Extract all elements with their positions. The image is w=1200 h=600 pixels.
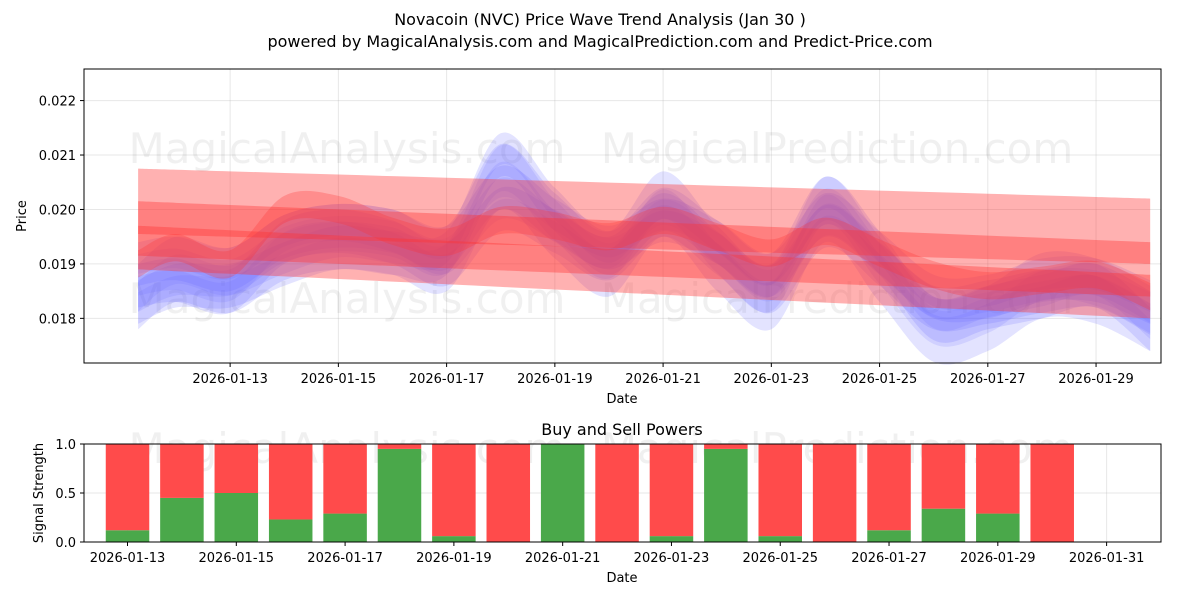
sell-bar (1030, 444, 1074, 542)
x-tick-label: 2026-01-23 (634, 551, 710, 566)
price-chart-panel: MagicalAnalysis.com MagicalPrediction.co… (15, 68, 1162, 407)
signal-chart-panel: Buy and Sell Powers MagicalAnalysis.com … (32, 420, 1162, 586)
x-tick-label: 2026-01-21 (625, 372, 701, 387)
price-grid (84, 69, 1161, 363)
watermark: MagicalPrediction.com (601, 124, 1074, 173)
sell-bar (649, 444, 694, 537)
blue-wave-bands (138, 132, 1151, 365)
blue-band-core-2 (138, 198, 1151, 323)
sell-bar (758, 444, 802, 537)
red-trend-bands (138, 168, 1151, 319)
buy-bar (432, 536, 476, 542)
y-tick-label: 0.021 (39, 149, 76, 164)
sell-bar (486, 444, 531, 542)
y-tick-label: 0.020 (39, 203, 76, 218)
x-tick-label: 2026-01-29 (1058, 372, 1134, 387)
blue-band-core-3 (138, 161, 1151, 347)
x-tick-label: 2026-01-19 (416, 551, 492, 566)
buy-bar (268, 519, 313, 542)
price-watermarks: MagicalAnalysis.com MagicalPrediction.co… (129, 124, 1074, 323)
sell-bar (377, 444, 422, 449)
sell-bar (812, 444, 857, 542)
red-band-3 (138, 225, 1151, 319)
sell-bar (432, 444, 476, 537)
red-band-2 (138, 201, 1151, 297)
buy-bar (105, 530, 150, 542)
x-tick-label: 2026-01-29 (960, 551, 1036, 566)
y-tick-label: 0.5 (55, 487, 76, 502)
sell-bar (921, 444, 966, 509)
buy-bar (867, 530, 911, 542)
x-tick-label: 2026-01-23 (734, 372, 810, 387)
sell-bar (214, 444, 259, 493)
blue-band-2 (138, 186, 1151, 335)
sell-bar (323, 444, 367, 514)
y-tick-label: 0.019 (39, 258, 76, 273)
sell-bar (704, 444, 748, 449)
x-tick-label: 2026-01-13 (90, 551, 166, 566)
blue-band-core-1 (138, 144, 1151, 340)
buy-bar (323, 513, 367, 542)
chart-title-line2: powered by MagicalAnalysis.com and Magic… (267, 32, 932, 51)
y-tick-label: 1.0 (55, 438, 76, 453)
x-tick-label: 2026-01-25 (842, 372, 918, 387)
buy-bar (540, 444, 585, 542)
signal-chart-title: Buy and Sell Powers (541, 420, 703, 439)
sell-bar (976, 444, 1020, 514)
price-x-axis-label: Date (606, 392, 637, 407)
x-tick-label: 2026-01-17 (409, 372, 485, 387)
price-y-ticks: 0.018 0.019 0.020 0.021 0.022 (39, 95, 84, 327)
sell-bar (595, 444, 639, 542)
x-tick-label: 2026-01-15 (301, 372, 377, 387)
blue-band-1 (138, 132, 1151, 352)
x-tick-label: 2026-01-15 (199, 551, 275, 566)
y-tick-label: 0.018 (39, 312, 76, 327)
chart-title-line1: Novacoin (NVC) Price Wave Trend Analysis… (394, 10, 806, 29)
x-tick-label: 2026-01-13 (192, 372, 268, 387)
red-band-1 (138, 168, 1151, 264)
price-x-ticks: 2026-01-13 2026-01-15 2026-01-17 2026-01-19… (192, 363, 1134, 387)
price-plot-frame (83, 68, 1162, 364)
buy-bar (649, 536, 694, 542)
x-tick-label: 2026-01-27 (950, 372, 1026, 387)
signal-x-ticks: 2026-01-13 2026-01-15 2026-01-17 2026-01-19… (90, 542, 1145, 566)
watermark: MagicalAnalysis.com (129, 124, 566, 173)
buy-bar (921, 508, 966, 542)
signal-x-axis-label: Date (606, 571, 637, 586)
sell-bar (105, 444, 150, 531)
x-tick-label: 2026-01-19 (517, 372, 593, 387)
sell-bar (160, 444, 204, 498)
buy-bar (160, 497, 204, 542)
blue-band-3 (138, 143, 1151, 365)
sell-bar (867, 444, 911, 531)
buy-bar (704, 448, 748, 542)
buy-bar (758, 536, 802, 542)
watermark: MagicalPrediction.com (601, 274, 1074, 323)
signal-bars (105, 444, 1074, 542)
buy-bar (976, 513, 1020, 542)
sell-bar (268, 444, 313, 520)
x-tick-label: 2026-01-21 (525, 551, 601, 566)
blue-band-4 (138, 165, 1151, 324)
red-band-4 (138, 190, 1151, 311)
price-y-axis-label: Price (15, 200, 30, 232)
x-tick-label: 2026-01-31 (1069, 551, 1145, 566)
y-tick-label: 0.0 (55, 536, 76, 551)
buy-bar (377, 448, 422, 542)
x-tick-label: 2026-01-17 (307, 551, 383, 566)
x-tick-label: 2026-01-27 (851, 551, 927, 566)
signal-y-ticks: 0.0 0.5 1.0 (55, 438, 84, 551)
buy-bar (214, 493, 259, 542)
watermark: MagicalAnalysis.com (129, 274, 566, 323)
y-tick-label: 0.022 (39, 95, 76, 110)
signal-y-axis-label: Signal Strength (32, 443, 47, 543)
x-tick-label: 2026-01-25 (742, 551, 818, 566)
